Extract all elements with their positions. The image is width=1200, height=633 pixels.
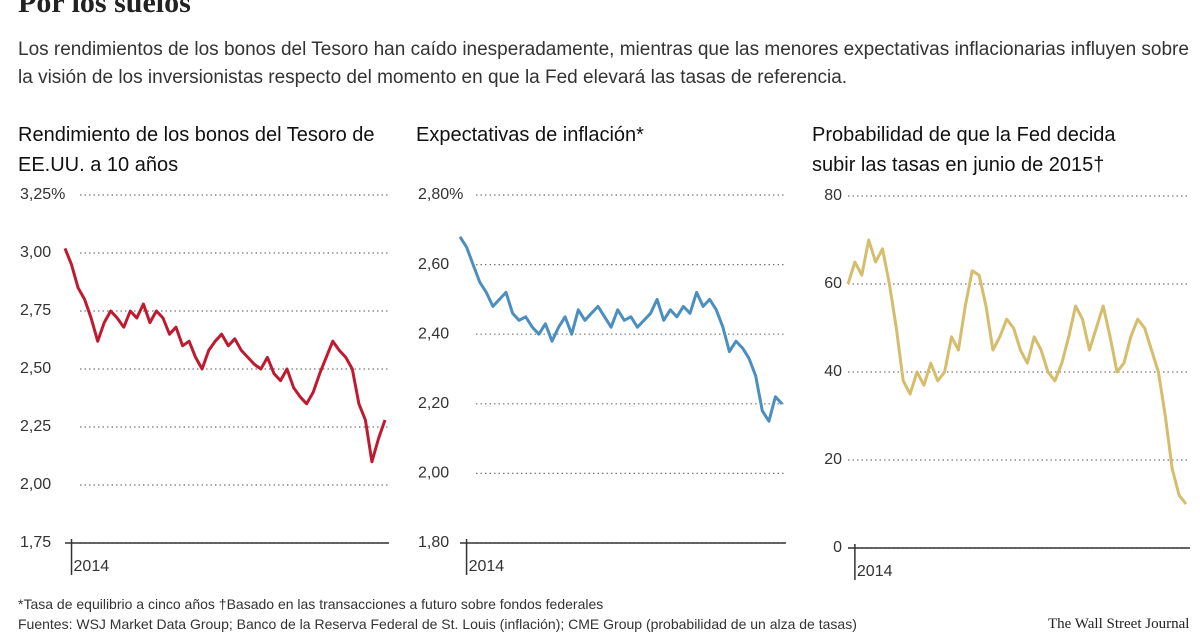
y-tick-label: 0 [833, 539, 842, 556]
page-title: Por los suelos [18, 0, 191, 19]
y-tick-label: 3,25% [20, 186, 65, 203]
y-tick-label: 2,00 [20, 476, 51, 493]
x-tick-label: 2014 [74, 558, 110, 575]
y-tick-label: 1,80 [418, 534, 449, 551]
y-tick-label: 2,20 [418, 395, 449, 412]
y-tick-label: 80 [824, 187, 842, 204]
footnote: *Tasa de equilibrio a cinco años †Basado… [18, 596, 604, 612]
y-tick-label: 2,60 [418, 256, 449, 273]
y-tick-label: 40 [824, 363, 842, 380]
y-tick-label: 2,75 [20, 302, 51, 319]
x-tick-label: 2014 [857, 563, 893, 580]
data-line [458, 235, 784, 423]
y-tick-label: 2,40 [418, 325, 449, 342]
y-tick-label: 2,25 [20, 418, 51, 435]
chart-title: Probabilidad de que la Fed decida subir … [812, 124, 1116, 176]
sources: Fuentes: WSJ Market Data Group; Banco de… [18, 616, 857, 632]
chart-title: Rendimiento de los bonos del Tesoro de E… [18, 124, 375, 176]
x-tick-label: 2014 [469, 558, 505, 575]
subtitle: Los rendimientos de los bonos del Tesoro… [18, 39, 1189, 88]
y-tick-label: 1,75 [20, 534, 51, 551]
data-line [63, 247, 387, 464]
chart-title: Expectativas de inflación* [416, 124, 644, 146]
y-tick-label: 3,00 [20, 244, 51, 261]
y-tick-label: 2,00 [418, 465, 449, 482]
y-tick-label: 60 [824, 275, 842, 292]
y-tick-label: 2,50 [20, 360, 51, 377]
y-tick-label: 20 [824, 451, 842, 468]
credit: The Wall Street Journal [1048, 616, 1190, 632]
data-line [846, 238, 1188, 505]
y-tick-label: 2,80% [418, 186, 463, 203]
